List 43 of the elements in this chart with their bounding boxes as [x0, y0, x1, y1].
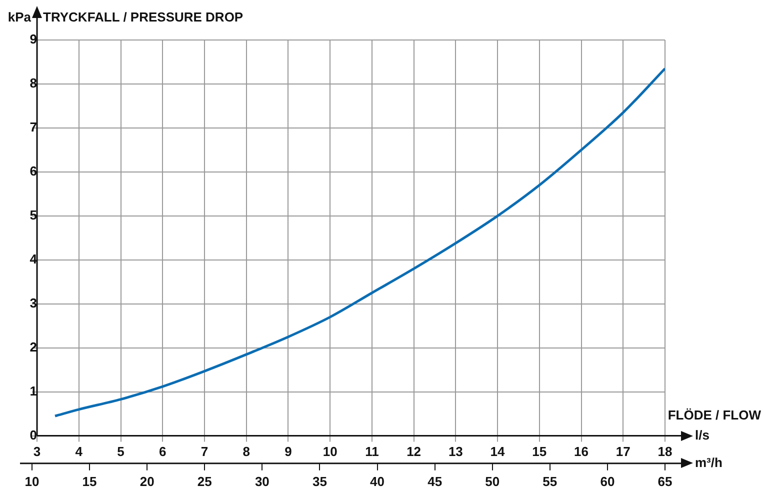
x-tick-label: 16: [574, 444, 589, 460]
x-tick-label: 6: [159, 444, 166, 460]
y-tick-label: 4: [30, 251, 38, 266]
y-tick-label: 9: [30, 32, 38, 47]
x-tick-label: 10: [322, 444, 338, 460]
x-tick-label: 8: [242, 444, 250, 460]
line-series: [54, 67, 665, 418]
x-tick-label: 14: [490, 444, 506, 460]
y-tick-label: 5: [30, 207, 38, 222]
x2-tick-label: 50: [485, 474, 500, 489]
x-tick-label: 12: [406, 444, 422, 460]
x-tick-label: 17: [616, 444, 630, 460]
x2-axis-title: m³/h: [695, 454, 722, 470]
x-tick-label: 7: [200, 444, 208, 460]
x2-tick-label: 10: [24, 474, 40, 489]
x-tick-label: 9: [284, 444, 292, 460]
x2-tick-label: 55: [542, 474, 558, 489]
y-tick-label: 1: [30, 383, 38, 398]
x2-tick-label: 45: [428, 474, 442, 489]
x2-tick-label: 60: [600, 474, 615, 489]
x2-tick-label: 40: [370, 474, 385, 489]
x-axis-title: l/s: [695, 427, 710, 442]
y-axis-title: kPa: [8, 10, 32, 25]
y-tick-label: 3: [30, 295, 38, 310]
x2-tick-label: 65: [658, 474, 672, 489]
x2-tick-label: 25: [197, 474, 212, 489]
y-tick-label: 6: [30, 164, 38, 179]
y-tick-label: 2: [30, 339, 38, 354]
y-tick-label: 0: [30, 427, 38, 442]
x-tick-label: 4: [75, 444, 84, 460]
x-tick-label: 13: [448, 444, 463, 460]
x2-tick-label: 35: [312, 474, 327, 489]
x-tick-label: 15: [532, 444, 547, 460]
y-tick-label: 7: [30, 120, 38, 135]
x2-tick-label: 20: [140, 474, 154, 489]
text: FLÖDE / FLOW: [668, 407, 762, 422]
chart-title: TRYCKFALL / PRESSURE DROP: [43, 10, 244, 25]
y-tick-label: 8: [30, 76, 38, 91]
x-tick-label: 18: [658, 444, 672, 460]
x2-tick-label: 15: [82, 474, 97, 489]
x2-tick-label: 30: [254, 474, 270, 489]
x-tick-label: 11: [365, 444, 379, 460]
x-tick-label: 5: [117, 444, 124, 460]
